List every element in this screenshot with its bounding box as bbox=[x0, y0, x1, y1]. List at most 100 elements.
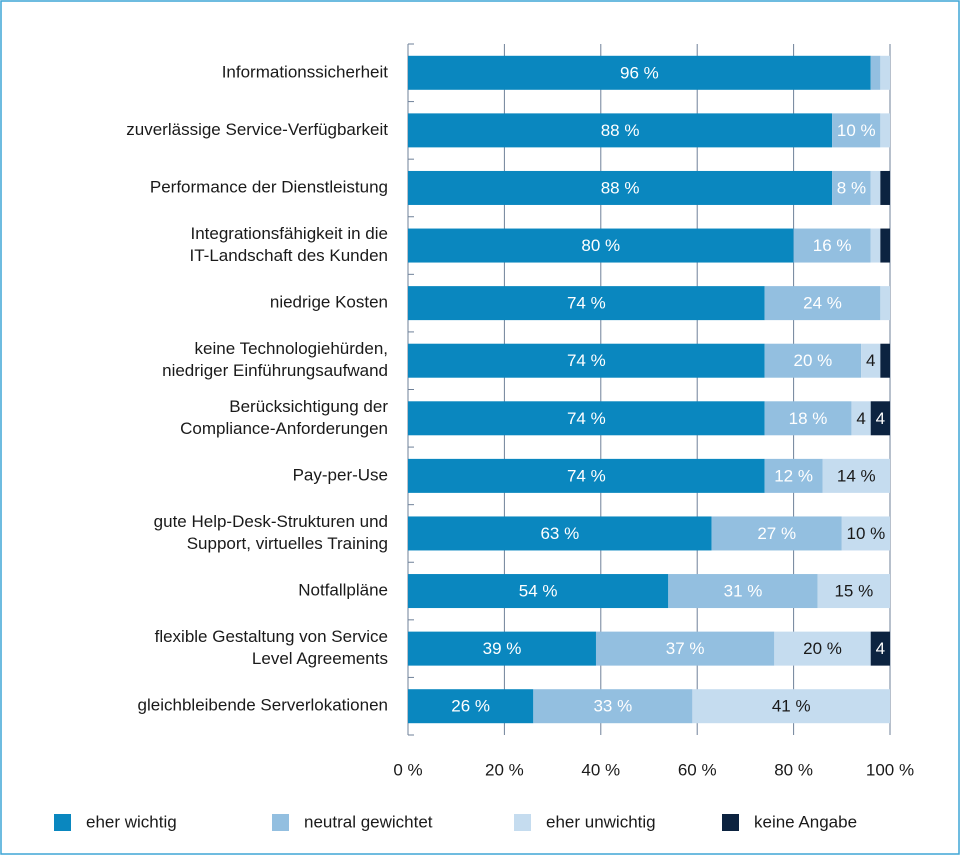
bar-segment bbox=[408, 55, 871, 90]
bar-segment bbox=[861, 343, 881, 378]
value-label: 24 % bbox=[803, 294, 842, 313]
bar-segment bbox=[880, 55, 890, 90]
value-label: 74 % bbox=[567, 409, 606, 428]
x-tick-label: 20 % bbox=[485, 760, 524, 779]
value-label: 96 % bbox=[620, 63, 659, 82]
bar-segment bbox=[870, 631, 890, 666]
x-tick-label: 80 % bbox=[774, 760, 813, 779]
bar-segment bbox=[408, 228, 794, 263]
category-label: flexible Gestaltung von Service bbox=[155, 627, 388, 646]
bar-segment bbox=[408, 170, 833, 205]
x-tick-label: 100 % bbox=[866, 760, 914, 779]
value-label: 4 bbox=[856, 409, 865, 428]
category-label: keine Technologiehürden, bbox=[195, 339, 388, 358]
category-label: Integrationsfähigkeit in die bbox=[190, 224, 388, 243]
value-label: 26 % bbox=[451, 697, 490, 716]
value-label: 74 % bbox=[567, 466, 606, 485]
bar-segment bbox=[692, 689, 890, 724]
bar-segment bbox=[595, 631, 775, 666]
value-label: 54 % bbox=[519, 582, 558, 601]
legend-label: eher wichtig bbox=[86, 812, 177, 831]
category-label: IT-Landschaft des Kunden bbox=[190, 246, 388, 265]
value-label: 41 % bbox=[772, 697, 811, 716]
value-label: 80 % bbox=[581, 236, 620, 255]
value-label: 88 % bbox=[601, 121, 640, 140]
value-label: 12 % bbox=[774, 466, 813, 485]
x-tick-label: 0 % bbox=[393, 760, 422, 779]
category-label: gute Help-Desk-Strukturen und bbox=[154, 512, 388, 531]
value-label: 39 % bbox=[483, 639, 522, 658]
x-tick-label: 60 % bbox=[678, 760, 717, 779]
category-label: Informationssicherheit bbox=[222, 62, 389, 81]
bar-segment bbox=[880, 286, 890, 321]
bar-segment bbox=[408, 401, 765, 436]
value-label: 4 bbox=[866, 351, 875, 370]
value-label: 4 bbox=[876, 639, 885, 658]
value-label: 15 % bbox=[834, 582, 873, 601]
legend-swatch bbox=[272, 814, 289, 831]
legend-swatch bbox=[514, 814, 531, 831]
legend-label: eher unwichtig bbox=[546, 812, 656, 831]
value-label: 88 % bbox=[601, 178, 640, 197]
legend-label: neutral gewichtet bbox=[304, 812, 433, 831]
category-label: Compliance-Anforderungen bbox=[180, 419, 388, 438]
bar-segment bbox=[870, 170, 881, 205]
category-label: Notfallpläne bbox=[298, 581, 388, 600]
bar-segment bbox=[774, 631, 871, 666]
x-tick-label: 40 % bbox=[581, 760, 620, 779]
bar-segment bbox=[408, 458, 765, 493]
value-label: 74 % bbox=[567, 294, 606, 313]
value-label: 10 % bbox=[837, 121, 876, 140]
bar-segment bbox=[764, 458, 823, 493]
bar-segment bbox=[822, 458, 890, 493]
bar-segment bbox=[764, 343, 862, 378]
bar-segment bbox=[408, 689, 534, 724]
legend-swatch bbox=[722, 814, 739, 831]
bar-segment bbox=[408, 113, 833, 148]
value-label: 18 % bbox=[789, 409, 828, 428]
category-label: Support, virtuelles Training bbox=[187, 534, 388, 553]
bar-segment bbox=[870, 401, 890, 436]
value-label: 20 % bbox=[803, 639, 842, 658]
value-label: 63 % bbox=[540, 524, 579, 543]
bar-segment bbox=[880, 170, 890, 205]
bar-segment bbox=[533, 689, 693, 724]
bar-segment bbox=[764, 286, 881, 321]
legend-label: keine Angabe bbox=[754, 812, 857, 831]
value-label: 20 % bbox=[794, 351, 833, 370]
value-label: 8 % bbox=[837, 178, 866, 197]
value-label: 33 % bbox=[593, 697, 632, 716]
bar-segment bbox=[408, 574, 669, 609]
bar-segment bbox=[408, 286, 765, 321]
bar-segment bbox=[408, 343, 765, 378]
bar-segment bbox=[408, 631, 596, 666]
category-label: Berücksichtigung der bbox=[229, 397, 388, 416]
bar-segment bbox=[408, 516, 712, 551]
bar-segment bbox=[880, 343, 890, 378]
category-label: niedrige Kosten bbox=[270, 293, 388, 312]
category-label: niedriger Einführungsaufwand bbox=[162, 361, 388, 380]
bar-segment bbox=[880, 113, 890, 148]
bar-segment bbox=[851, 401, 871, 436]
bar-segment bbox=[841, 516, 890, 551]
bar-segment bbox=[668, 574, 818, 609]
bar-segment bbox=[880, 228, 890, 263]
value-label: 16 % bbox=[813, 236, 852, 255]
value-label: 27 % bbox=[757, 524, 796, 543]
value-label: 10 % bbox=[847, 524, 886, 543]
legend-swatch bbox=[54, 814, 71, 831]
bar-segment bbox=[711, 516, 842, 551]
bar-segment bbox=[764, 401, 852, 436]
bar-segment bbox=[817, 574, 890, 609]
bar-segment bbox=[870, 55, 881, 90]
bar-segment bbox=[793, 228, 871, 263]
category-label: Level Agreements bbox=[252, 649, 388, 668]
category-label: gleichbleibende Serverlokationen bbox=[138, 696, 388, 715]
bar-segment bbox=[870, 228, 881, 263]
value-label: 4 bbox=[876, 409, 885, 428]
category-label: Pay-per-Use bbox=[293, 465, 388, 484]
bar-segment bbox=[832, 170, 871, 205]
category-label: Performance der Dienstleistung bbox=[150, 177, 388, 196]
value-label: 74 % bbox=[567, 351, 606, 370]
